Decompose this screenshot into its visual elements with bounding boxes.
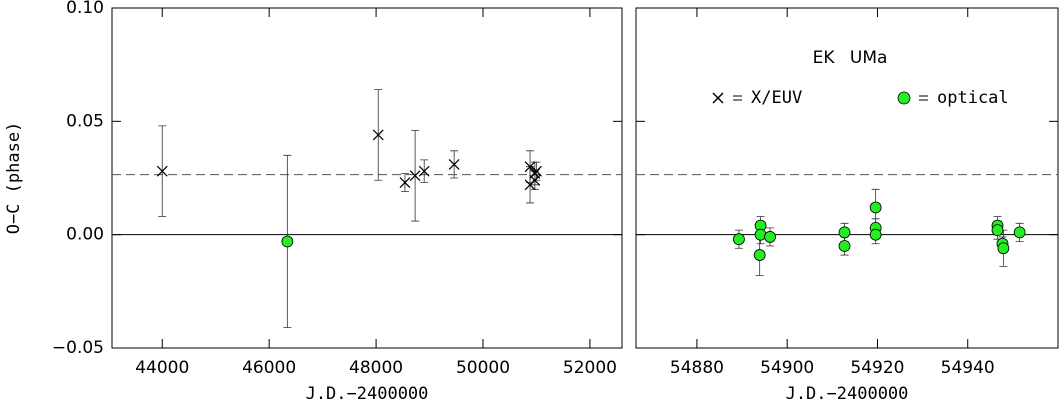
x-tick-label: 46000 [242,358,296,378]
legend-equals [919,95,928,101]
point [991,224,1004,237]
point [281,235,294,248]
point [1013,226,1026,239]
point [418,165,430,177]
point [869,228,882,241]
point [409,170,421,182]
point [838,226,851,239]
chart-title: EK UMa [813,48,888,68]
point [869,201,882,214]
x-axis-label: J.D.−2400000 [786,384,909,402]
legend-equals [733,95,742,101]
point [838,240,851,252]
point [372,129,384,141]
point [753,249,766,261]
point [529,174,541,186]
y-tick-label: 0.10 [66,0,104,18]
legend-marker [897,91,911,105]
x-tick-label: 54940 [941,358,995,378]
plot-frame [635,7,1059,349]
x-axis-label: J.D.−2400000 [306,384,429,402]
point [531,165,542,177]
x-tick-label: 50000 [456,358,510,378]
legend-label: optical [937,88,1009,108]
point [156,165,168,177]
x-tick-label: 54880 [670,358,724,378]
y-axis-label: O−C (phase) [4,122,24,235]
point [733,233,745,246]
x-tick-label: 54920 [850,358,904,378]
x-tick-label: 52000 [563,358,617,378]
legend-marker [712,92,724,104]
x-tick-label: 48000 [349,358,403,378]
point [399,177,411,188]
plot-frame [111,7,623,349]
point [997,242,1010,255]
legend-label: X/EUV [751,88,802,108]
y-tick-label: 0.00 [66,225,104,245]
y-tick-label: 0.05 [66,111,104,131]
point [524,161,536,173]
x-tick-label: 54900 [760,358,814,378]
point [448,158,460,170]
x-tick-label: 44000 [135,358,189,378]
y-tick-label: −0.05 [52,338,104,358]
point [764,231,776,243]
